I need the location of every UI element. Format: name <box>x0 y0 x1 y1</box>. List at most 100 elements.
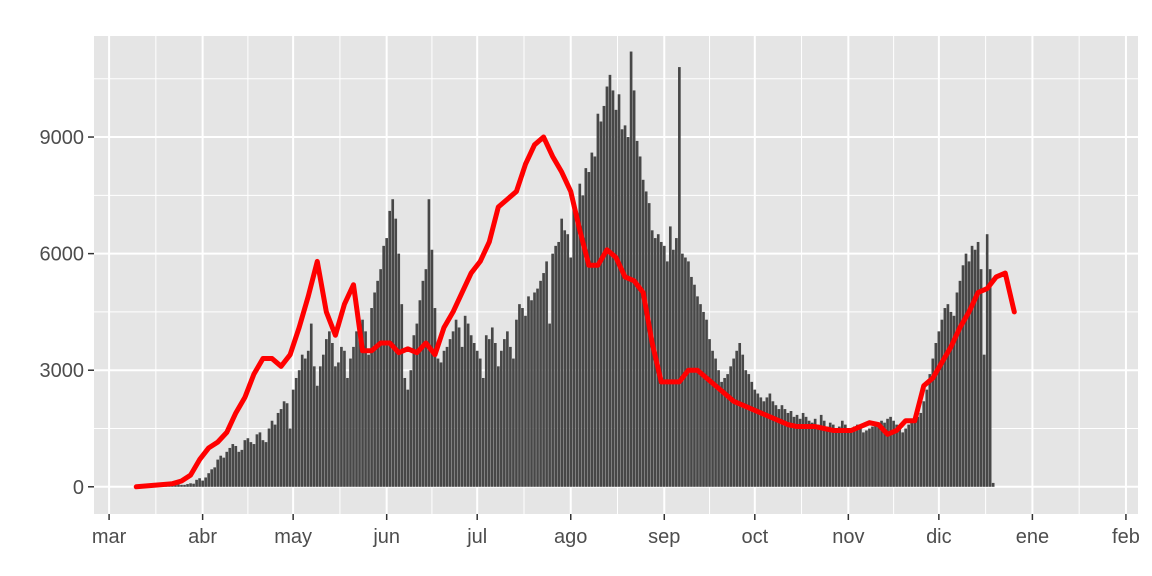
bar <box>593 156 597 487</box>
bar <box>325 339 328 487</box>
y-tick-label: 0 <box>73 477 84 499</box>
bar <box>678 67 681 487</box>
bar <box>503 339 506 487</box>
bar <box>376 280 379 487</box>
bar <box>952 315 956 487</box>
bar <box>696 296 699 487</box>
bar <box>961 265 965 487</box>
bar <box>883 422 886 487</box>
bar <box>183 484 186 487</box>
bar <box>850 430 853 487</box>
bar <box>886 418 889 487</box>
bar <box>321 354 325 487</box>
bar <box>403 377 407 487</box>
bar <box>834 428 838 487</box>
bar <box>210 469 214 487</box>
bar <box>681 253 684 487</box>
bar <box>364 331 367 487</box>
bar <box>521 308 524 487</box>
bar <box>343 350 346 487</box>
bar <box>536 288 539 487</box>
bar <box>240 449 244 487</box>
bar <box>361 319 364 487</box>
bar <box>545 261 548 487</box>
bar <box>231 444 235 487</box>
bar <box>931 358 935 487</box>
x-tick-label: oct <box>741 526 768 548</box>
bar <box>225 451 229 487</box>
bar <box>771 401 775 487</box>
bar <box>234 445 238 487</box>
bar <box>548 323 551 487</box>
bar <box>798 418 802 487</box>
bar <box>433 308 437 487</box>
bar <box>352 346 355 487</box>
bar <box>216 459 220 487</box>
bar <box>726 374 729 487</box>
bar <box>309 323 313 487</box>
bar <box>382 245 385 487</box>
bar <box>533 292 536 487</box>
bar <box>871 426 874 487</box>
bar <box>397 253 401 487</box>
bar <box>237 451 241 487</box>
bar <box>892 420 895 487</box>
bar <box>276 412 280 487</box>
bar <box>448 339 452 487</box>
y-tick-label: 9000 <box>40 127 85 149</box>
bar <box>385 238 389 487</box>
bar <box>614 109 618 487</box>
bar <box>599 121 603 487</box>
bar <box>509 346 512 487</box>
bar <box>714 358 717 487</box>
bar <box>331 343 334 487</box>
bar <box>527 296 530 487</box>
y-axis: 0 3000 6000 9000 <box>40 127 94 499</box>
bar <box>937 331 941 487</box>
bar <box>626 137 630 487</box>
bar <box>379 269 382 487</box>
bar <box>487 339 491 487</box>
bar <box>367 354 370 487</box>
bar <box>454 319 458 487</box>
bar <box>828 422 832 487</box>
bar <box>463 315 467 487</box>
bar <box>337 362 340 487</box>
bar <box>934 343 938 487</box>
bar <box>641 179 645 487</box>
bar <box>500 350 503 487</box>
bar <box>847 428 850 487</box>
bar <box>288 428 292 487</box>
bar <box>729 366 732 487</box>
bar <box>578 183 582 487</box>
bar <box>442 350 446 487</box>
bar <box>358 323 361 487</box>
bar <box>853 426 856 487</box>
bar <box>919 412 923 487</box>
bar <box>270 420 274 487</box>
bar <box>843 424 847 487</box>
x-tick-label: nov <box>832 526 864 548</box>
bar <box>744 370 748 487</box>
bar <box>693 284 696 487</box>
bar <box>445 346 449 487</box>
bar <box>418 300 422 487</box>
bar <box>584 168 588 487</box>
x-tick-label: abr <box>188 526 217 548</box>
bar <box>831 424 835 487</box>
bar <box>946 304 950 487</box>
bar <box>777 409 781 487</box>
bar <box>177 484 180 487</box>
bar <box>243 440 247 487</box>
bar <box>985 234 989 487</box>
bar <box>756 393 760 487</box>
bar <box>557 241 560 487</box>
bar <box>481 377 485 487</box>
bar <box>795 414 799 487</box>
bar <box>306 350 310 487</box>
bar <box>412 335 416 487</box>
bar <box>801 412 805 487</box>
bar <box>738 343 742 487</box>
bar <box>964 253 968 487</box>
x-tick-label: ene <box>1016 526 1049 548</box>
